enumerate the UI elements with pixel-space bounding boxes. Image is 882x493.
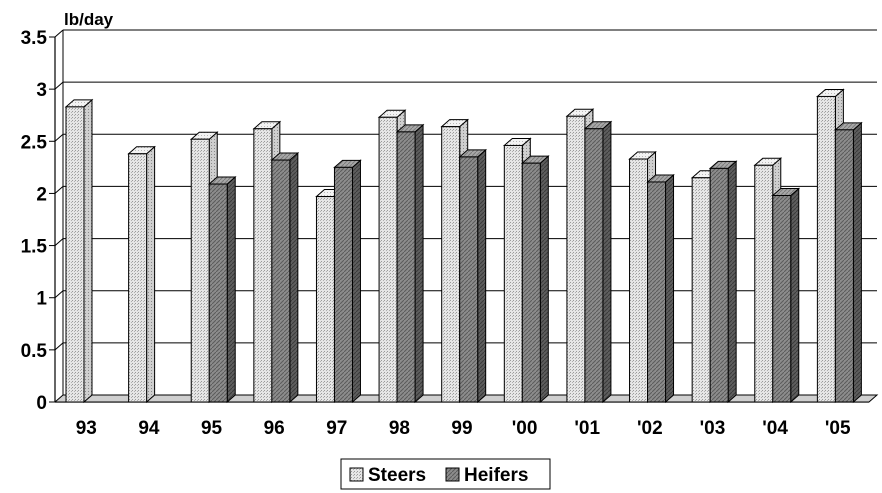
y-tick-label: 3.5	[21, 28, 48, 49]
bar-front	[584, 128, 604, 403]
bar-steers-0	[64, 98, 94, 404]
bar-front	[190, 138, 210, 403]
y-tick-label: 2	[36, 184, 47, 205]
bar-front	[521, 162, 541, 403]
bar-side	[83, 98, 93, 404]
bar-front	[459, 156, 479, 403]
legend-label-steers: Steers	[368, 465, 426, 486]
bar-side	[414, 123, 424, 404]
bar-heifers-5	[395, 123, 425, 404]
bar-heifers-10	[708, 160, 738, 404]
x-tick-label: '04	[762, 418, 788, 439]
bar-front	[629, 158, 649, 403]
bar-front	[709, 167, 729, 403]
x-tick-label: 94	[138, 418, 160, 439]
bar-front	[333, 166, 353, 403]
bar-front	[65, 106, 85, 403]
gridline-connector	[54, 29, 64, 38]
x-tick-label: '05	[825, 418, 851, 439]
x-tick-label: '01	[574, 418, 600, 439]
bar-side	[146, 145, 156, 404]
bar-side	[727, 160, 737, 404]
gridline-connector	[54, 342, 64, 351]
y-tick-label: 3	[36, 80, 47, 101]
gridline-connector	[54, 81, 64, 90]
bar-front	[772, 195, 792, 403]
bar-side	[226, 175, 236, 404]
legend: Steers Heifers	[340, 458, 551, 490]
bars	[64, 88, 863, 404]
gridline-connector	[54, 186, 64, 194]
bar-heifers-7	[520, 155, 550, 404]
bar-side	[477, 148, 487, 404]
bar-front	[128, 153, 148, 403]
bar-heifers-6	[458, 148, 488, 404]
y-tick-label: 1	[36, 289, 47, 310]
bar-side	[665, 173, 675, 404]
bar-front	[378, 116, 398, 403]
x-tick-label: '02	[637, 418, 663, 439]
bar-heifers-9	[646, 173, 675, 404]
gridline-connector	[54, 238, 64, 246]
bar-heifers-3	[270, 151, 300, 404]
bar-front	[315, 196, 335, 403]
bar-front	[566, 115, 586, 403]
bar-front	[834, 129, 854, 403]
bar-heifers-12	[834, 121, 863, 404]
x-tick-label: 93	[76, 418, 97, 439]
legend-swatch-heifers	[445, 467, 460, 482]
gridline-connector	[54, 133, 64, 142]
bar-front	[503, 144, 523, 403]
bar-front	[253, 128, 273, 403]
legend-box	[340, 458, 551, 490]
x-tick-label: 96	[264, 418, 285, 439]
bar-front	[691, 177, 711, 403]
y-tick-labels: 0 0.5 1 1.5 2 2.5 3 3.5	[21, 28, 48, 414]
bar-front	[208, 183, 228, 403]
bar-side	[790, 187, 800, 404]
y-tick-label: 2.5	[21, 132, 48, 153]
y-tick-label: 1.5	[21, 237, 48, 258]
y-unit-label: lb/day	[64, 10, 114, 29]
bar-side	[602, 120, 612, 404]
bar-front	[441, 126, 461, 403]
legend-swatch-steers	[349, 467, 364, 482]
bar-side	[351, 159, 361, 404]
bar-heifers-11	[771, 187, 801, 404]
x-tick-label: 99	[451, 418, 472, 439]
x-tick-labels: 93 94 95 96 97 98 99 '00 '01 '02 '03 '04 '05	[76, 418, 851, 439]
bar-front	[816, 95, 836, 403]
bar-front	[271, 159, 291, 403]
bar-side	[289, 151, 299, 404]
x-tick-label: 95	[201, 418, 223, 439]
bar-heifers-8	[583, 120, 613, 404]
x-tick-label: 98	[389, 418, 410, 439]
bar-front	[396, 131, 416, 403]
bar-front	[647, 181, 667, 403]
y-tick-label: 0	[36, 393, 47, 414]
bar-front	[754, 164, 774, 403]
x-tick-label: '03	[700, 418, 726, 439]
bar-side	[539, 155, 549, 404]
x-tick-label: 97	[326, 418, 347, 439]
bar-heifers-2	[207, 175, 237, 404]
legend-label-heifers: Heifers	[464, 465, 528, 486]
x-tick-label: '00	[512, 418, 538, 439]
bar-side	[852, 121, 862, 404]
gridline-connector	[54, 290, 64, 299]
y-tick-label: 0.5	[21, 341, 48, 362]
bar-steers-1	[127, 145, 156, 404]
bar-heifers-4	[333, 159, 362, 404]
